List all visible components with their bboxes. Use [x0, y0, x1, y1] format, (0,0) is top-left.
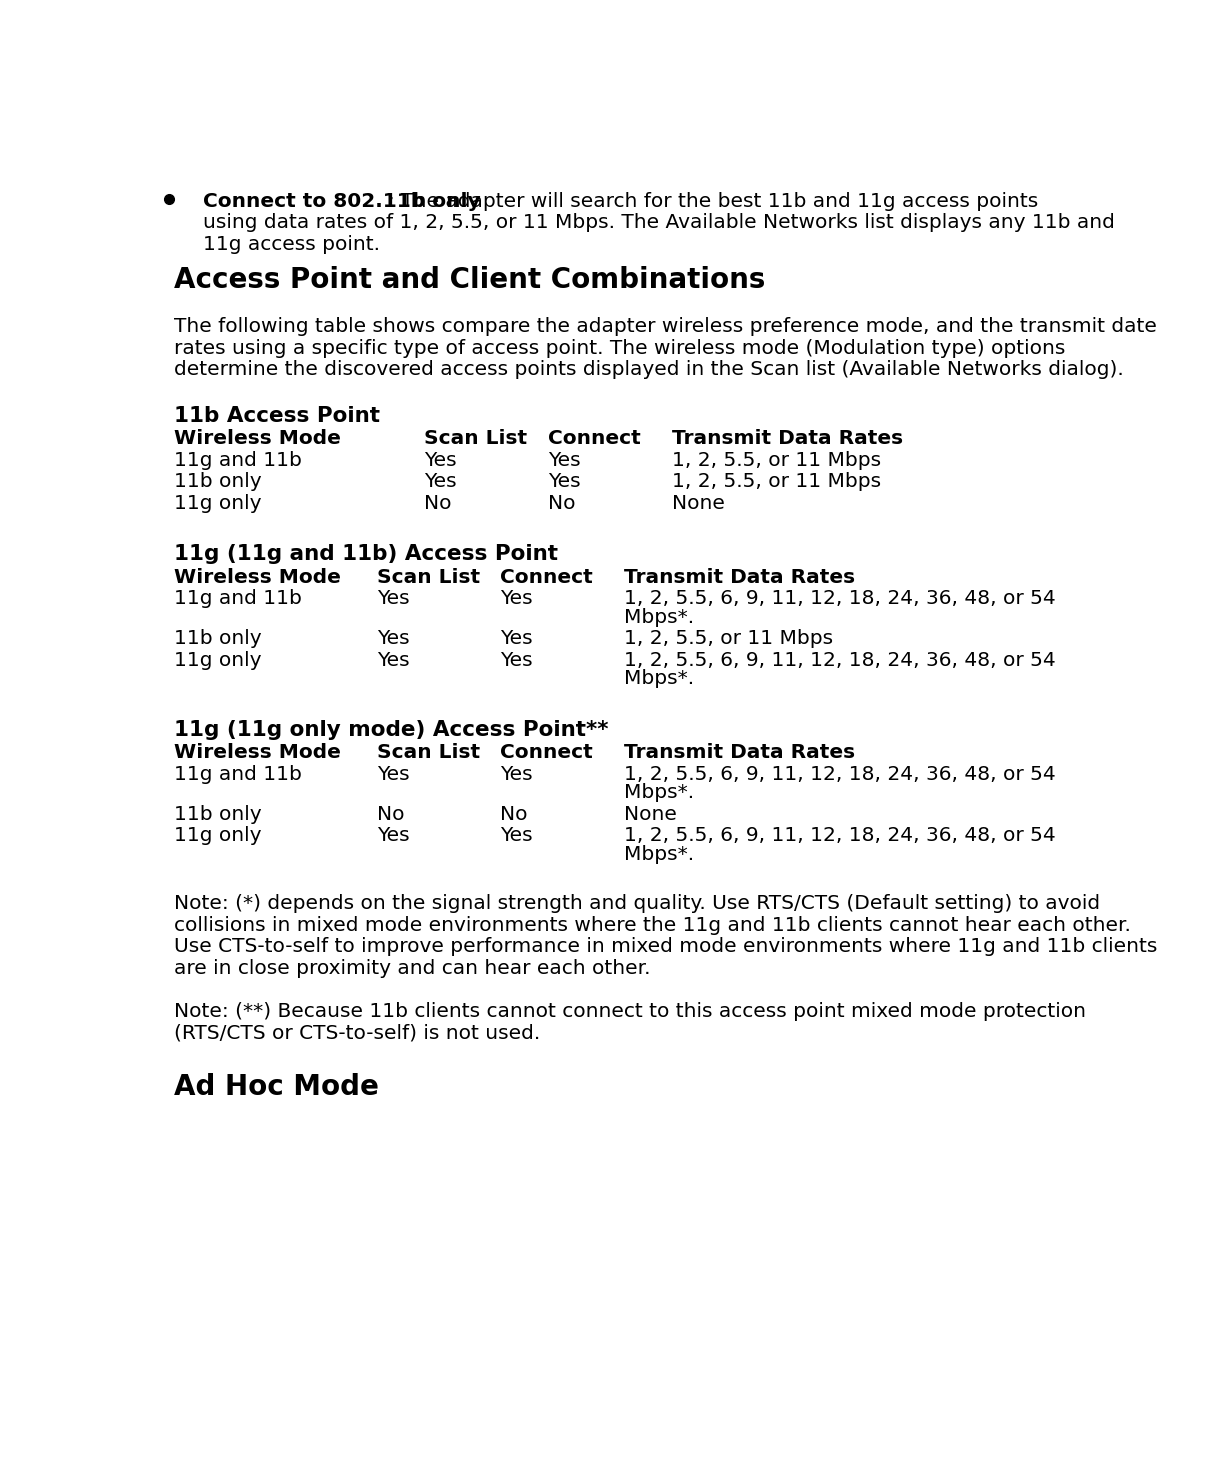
Text: Connect: Connect: [501, 568, 593, 587]
Text: No: No: [548, 494, 575, 513]
Text: : The adapter will search for the best 11b and 11g access points: : The adapter will search for the best 1…: [388, 192, 1038, 211]
Text: Scan List: Scan List: [425, 428, 528, 447]
Text: No: No: [425, 494, 452, 513]
Text: Yes: Yes: [377, 589, 410, 608]
Text: 1, 2, 5.5, 6, 9, 11, 12, 18, 24, 36, 48, or 54: 1, 2, 5.5, 6, 9, 11, 12, 18, 24, 36, 48,…: [625, 826, 1055, 845]
Text: Ad Hoc Mode: Ad Hoc Mode: [174, 1072, 379, 1100]
Text: 11g access point.: 11g access point.: [202, 235, 380, 254]
Text: 1, 2, 5.5, 6, 9, 11, 12, 18, 24, 36, 48, or 54: 1, 2, 5.5, 6, 9, 11, 12, 18, 24, 36, 48,…: [625, 589, 1055, 608]
Text: Mbps*.: Mbps*.: [625, 608, 694, 627]
Text: 11g only: 11g only: [174, 826, 261, 845]
Text: Transmit Data Rates: Transmit Data Rates: [625, 743, 855, 762]
Text: 11g only: 11g only: [174, 494, 261, 513]
Text: (RTS/CTS or CTS-to-self) is not used.: (RTS/CTS or CTS-to-self) is not used.: [174, 1023, 541, 1042]
Text: Mbps*.: Mbps*.: [625, 669, 694, 688]
Text: Yes: Yes: [377, 651, 410, 670]
Text: Yes: Yes: [377, 826, 410, 845]
Text: Yes: Yes: [377, 629, 410, 648]
Text: Yes: Yes: [501, 589, 533, 608]
Text: The following table shows compare the adapter wireless preference mode, and the : The following table shows compare the ad…: [174, 318, 1157, 337]
Text: No: No: [377, 804, 405, 823]
Text: Yes: Yes: [501, 826, 533, 845]
Text: Transmit Data Rates: Transmit Data Rates: [625, 568, 855, 587]
Text: Note: (**) Because 11b clients cannot connect to this access point mixed mode pr: Note: (**) Because 11b clients cannot co…: [174, 1002, 1086, 1021]
Text: 11g only: 11g only: [174, 651, 261, 670]
Text: Use CTS-to-self to improve performance in mixed mode environments where 11g and : Use CTS-to-self to improve performance i…: [174, 937, 1157, 956]
Text: Mbps*.: Mbps*.: [625, 845, 694, 864]
Text: Connect: Connect: [548, 428, 640, 447]
Text: Yes: Yes: [425, 472, 456, 491]
Text: Connect to 802.11b only: Connect to 802.11b only: [202, 192, 481, 211]
Text: 11b only: 11b only: [174, 629, 261, 648]
Text: rates using a specific type of access point. The wireless mode (Modulation type): rates using a specific type of access po…: [174, 339, 1066, 358]
Text: Yes: Yes: [501, 651, 533, 670]
Text: Yes: Yes: [501, 765, 533, 784]
Text: 1, 2, 5.5, or 11 Mbps: 1, 2, 5.5, or 11 Mbps: [671, 472, 881, 491]
Text: Wireless Mode: Wireless Mode: [174, 743, 341, 762]
Text: Access Point and Client Combinations: Access Point and Client Combinations: [174, 265, 766, 294]
Text: None: None: [671, 494, 724, 513]
Text: None: None: [625, 804, 677, 823]
Text: Yes: Yes: [377, 765, 410, 784]
Text: 11b only: 11b only: [174, 472, 261, 491]
Text: Mbps*.: Mbps*.: [625, 784, 694, 803]
Text: 11b Access Point: 11b Access Point: [174, 407, 380, 425]
Text: Wireless Mode: Wireless Mode: [174, 568, 341, 587]
Text: collisions in mixed mode environments where the 11g and 11b clients cannot hear : collisions in mixed mode environments wh…: [174, 915, 1131, 934]
Text: 11g and 11b: 11g and 11b: [174, 589, 302, 608]
Text: Yes: Yes: [548, 450, 580, 469]
Text: Transmit Data Rates: Transmit Data Rates: [671, 428, 903, 447]
Text: using data rates of 1, 2, 5.5, or 11 Mbps. The Available Networks list displays : using data rates of 1, 2, 5.5, or 11 Mbp…: [202, 213, 1114, 232]
Text: 11b only: 11b only: [174, 804, 261, 823]
Text: No: No: [501, 804, 528, 823]
Text: Yes: Yes: [501, 629, 533, 648]
Text: 11g (11g and 11b) Access Point: 11g (11g and 11b) Access Point: [174, 545, 558, 564]
Text: Connect: Connect: [501, 743, 593, 762]
Text: Scan List: Scan List: [377, 568, 480, 587]
Text: 1, 2, 5.5, or 11 Mbps: 1, 2, 5.5, or 11 Mbps: [671, 450, 881, 469]
Text: are in close proximity and can hear each other.: are in close proximity and can hear each…: [174, 959, 650, 978]
Text: Yes: Yes: [425, 450, 456, 469]
Text: Wireless Mode: Wireless Mode: [174, 428, 341, 447]
Text: 11g (11g only mode) Access Point**: 11g (11g only mode) Access Point**: [174, 720, 609, 740]
Text: 1, 2, 5.5, 6, 9, 11, 12, 18, 24, 36, 48, or 54: 1, 2, 5.5, 6, 9, 11, 12, 18, 24, 36, 48,…: [625, 765, 1055, 784]
Text: Scan List: Scan List: [377, 743, 480, 762]
Text: determine the discovered access points displayed in the Scan list (Available Net: determine the discovered access points d…: [174, 360, 1124, 379]
Text: Note: (*) depends on the signal strength and quality. Use RTS/CTS (Default setti: Note: (*) depends on the signal strength…: [174, 895, 1101, 914]
Text: 11g and 11b: 11g and 11b: [174, 450, 302, 469]
Text: 11g and 11b: 11g and 11b: [174, 765, 302, 784]
Text: Yes: Yes: [548, 472, 580, 491]
Text: 1, 2, 5.5, 6, 9, 11, 12, 18, 24, 36, 48, or 54: 1, 2, 5.5, 6, 9, 11, 12, 18, 24, 36, 48,…: [625, 651, 1055, 670]
Text: 1, 2, 5.5, or 11 Mbps: 1, 2, 5.5, or 11 Mbps: [625, 629, 833, 648]
